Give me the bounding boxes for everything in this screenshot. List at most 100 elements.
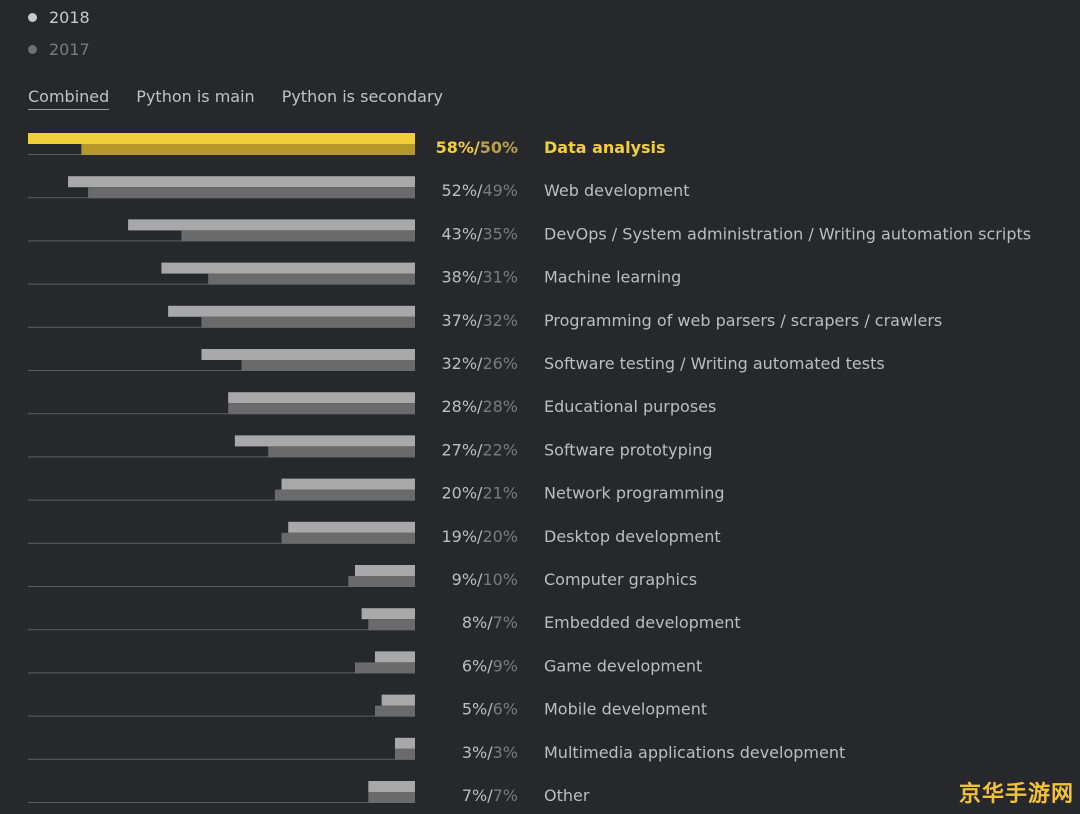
value-2018-13: 5%/ bbox=[462, 700, 493, 719]
bar-2018-7 bbox=[234, 435, 415, 447]
bar-2017-7 bbox=[268, 446, 415, 458]
tab-python-is-secondary[interactable]: Python is secondary bbox=[281, 87, 444, 106]
category-label-10: Computer graphics bbox=[544, 570, 697, 589]
bar-2018-5 bbox=[201, 349, 415, 360]
bar-2018-6 bbox=[228, 392, 415, 404]
category-label-7: Software prototyping bbox=[544, 440, 713, 459]
value-2017-5: 26% bbox=[482, 354, 518, 373]
legend-item-2017[interactable]: 2017 bbox=[28, 38, 90, 60]
value-2017-15: 7% bbox=[493, 786, 518, 805]
bar-2017-4 bbox=[201, 316, 415, 328]
legend-label-2018: 2018 bbox=[49, 7, 90, 27]
legend-label-2017: 2017 bbox=[49, 39, 90, 59]
bar-2018-15 bbox=[368, 781, 415, 792]
bar-2018-9 bbox=[288, 521, 415, 533]
category-label-0: Data analysis bbox=[544, 138, 666, 157]
tab-python-is-main[interactable]: Python is main bbox=[136, 87, 255, 106]
bar-2018-2 bbox=[128, 219, 415, 231]
value-2018-14: 3%/ bbox=[462, 743, 493, 762]
value-2017-14: 3% bbox=[493, 743, 518, 762]
category-label-6: Educational purposes bbox=[544, 397, 716, 416]
value-2017-7: 22% bbox=[482, 440, 518, 459]
category-label-3: Machine learning bbox=[544, 268, 681, 287]
bar-2018-0 bbox=[28, 133, 415, 144]
bar-2017-12 bbox=[354, 662, 415, 674]
value-label-15: 7%/7% bbox=[462, 786, 518, 805]
category-label-14: Multimedia applications development bbox=[544, 743, 845, 762]
value-2017-10: 10% bbox=[482, 570, 518, 589]
bar-2017-9 bbox=[281, 532, 415, 544]
bar-2018-3 bbox=[161, 262, 415, 274]
view-tabs: Combined Python is main Python is second… bbox=[28, 87, 470, 110]
bar-2017-10 bbox=[348, 576, 415, 587]
category-label-4: Programming of web parsers / scrapers / … bbox=[544, 311, 942, 330]
value-2017-3: 31% bbox=[482, 268, 518, 287]
value-label-4: 37%/32% bbox=[441, 311, 518, 330]
value-2017-1: 49% bbox=[482, 181, 518, 200]
value-label-12: 6%/9% bbox=[462, 656, 518, 675]
value-label-10: 9%/10% bbox=[452, 570, 518, 589]
category-label-11: Embedded development bbox=[544, 613, 741, 632]
value-2018-4: 37%/ bbox=[441, 311, 483, 330]
bar-2018-12 bbox=[374, 651, 415, 663]
bar-2018-4 bbox=[168, 305, 415, 317]
tab-combined[interactable]: Combined bbox=[28, 87, 110, 110]
value-label-9: 19%/20% bbox=[441, 527, 518, 546]
value-2018-9: 19%/ bbox=[441, 527, 483, 546]
value-2018-6: 28%/ bbox=[441, 397, 483, 416]
value-2017-0: 50% bbox=[480, 138, 518, 157]
bar-2018-14 bbox=[394, 737, 415, 749]
bar-2017-2 bbox=[181, 230, 415, 242]
value-2018-7: 27%/ bbox=[441, 440, 483, 459]
value-2018-8: 20%/ bbox=[441, 484, 483, 503]
value-2018-1: 52%/ bbox=[441, 181, 483, 200]
value-2017-12: 9% bbox=[493, 656, 518, 675]
bar-2018-11 bbox=[361, 608, 415, 620]
category-label-12: Game development bbox=[544, 656, 702, 675]
value-label-14: 3%/3% bbox=[462, 743, 518, 762]
value-2018-11: 8%/ bbox=[462, 613, 493, 632]
value-2017-9: 20% bbox=[482, 527, 518, 546]
category-label-2: DevOps / System administration / Writing… bbox=[544, 224, 1031, 243]
bar-2017-3 bbox=[208, 273, 415, 285]
value-2018-2: 43%/ bbox=[441, 224, 483, 243]
value-label-3: 38%/31% bbox=[441, 268, 518, 287]
value-2017-8: 21% bbox=[482, 484, 518, 503]
category-label-9: Desktop development bbox=[544, 527, 721, 546]
value-2017-11: 7% bbox=[493, 613, 518, 632]
value-label-1: 52%/49% bbox=[441, 181, 518, 200]
value-label-6: 28%/28% bbox=[441, 397, 518, 416]
bar-2017-11 bbox=[368, 619, 415, 631]
value-label-8: 20%/21% bbox=[441, 484, 518, 503]
value-2017-13: 6% bbox=[493, 700, 518, 719]
value-2018-3: 38%/ bbox=[441, 268, 483, 287]
bar-2017-13 bbox=[374, 705, 415, 717]
value-2018-15: 7%/ bbox=[462, 786, 493, 805]
category-label-1: Web development bbox=[544, 181, 690, 200]
category-label-13: Mobile development bbox=[544, 700, 707, 719]
category-label-8: Network programming bbox=[544, 484, 725, 503]
value-2018-0: 58%/ bbox=[436, 138, 480, 157]
legend-item-2018[interactable]: 2018 bbox=[28, 6, 90, 28]
value-2018-10: 9%/ bbox=[452, 570, 483, 589]
bar-2017-5 bbox=[241, 360, 415, 371]
bar-2017-8 bbox=[274, 489, 415, 501]
watermark-logo: 京华手游网 bbox=[958, 782, 1074, 807]
bar-2017-0 bbox=[81, 144, 416, 155]
bar-2018-10 bbox=[354, 565, 415, 576]
value-2017-2: 35% bbox=[482, 224, 518, 243]
legend-dot-2017 bbox=[28, 44, 37, 54]
value-label-11: 8%/7% bbox=[462, 613, 518, 632]
value-2018-12: 6%/ bbox=[462, 656, 493, 675]
value-label-5: 32%/26% bbox=[441, 354, 518, 373]
value-label-2: 43%/35% bbox=[441, 224, 518, 243]
bar-2018-13 bbox=[381, 694, 415, 706]
category-label-15: Other bbox=[544, 786, 590, 805]
bar-2017-14 bbox=[394, 748, 415, 760]
bar-2018-1 bbox=[68, 176, 415, 188]
bar-2017-1 bbox=[88, 187, 415, 199]
value-label-13: 5%/6% bbox=[462, 700, 518, 719]
value-2018-5: 32%/ bbox=[441, 354, 483, 373]
chart-legend: 2018 2017 bbox=[28, 6, 90, 70]
